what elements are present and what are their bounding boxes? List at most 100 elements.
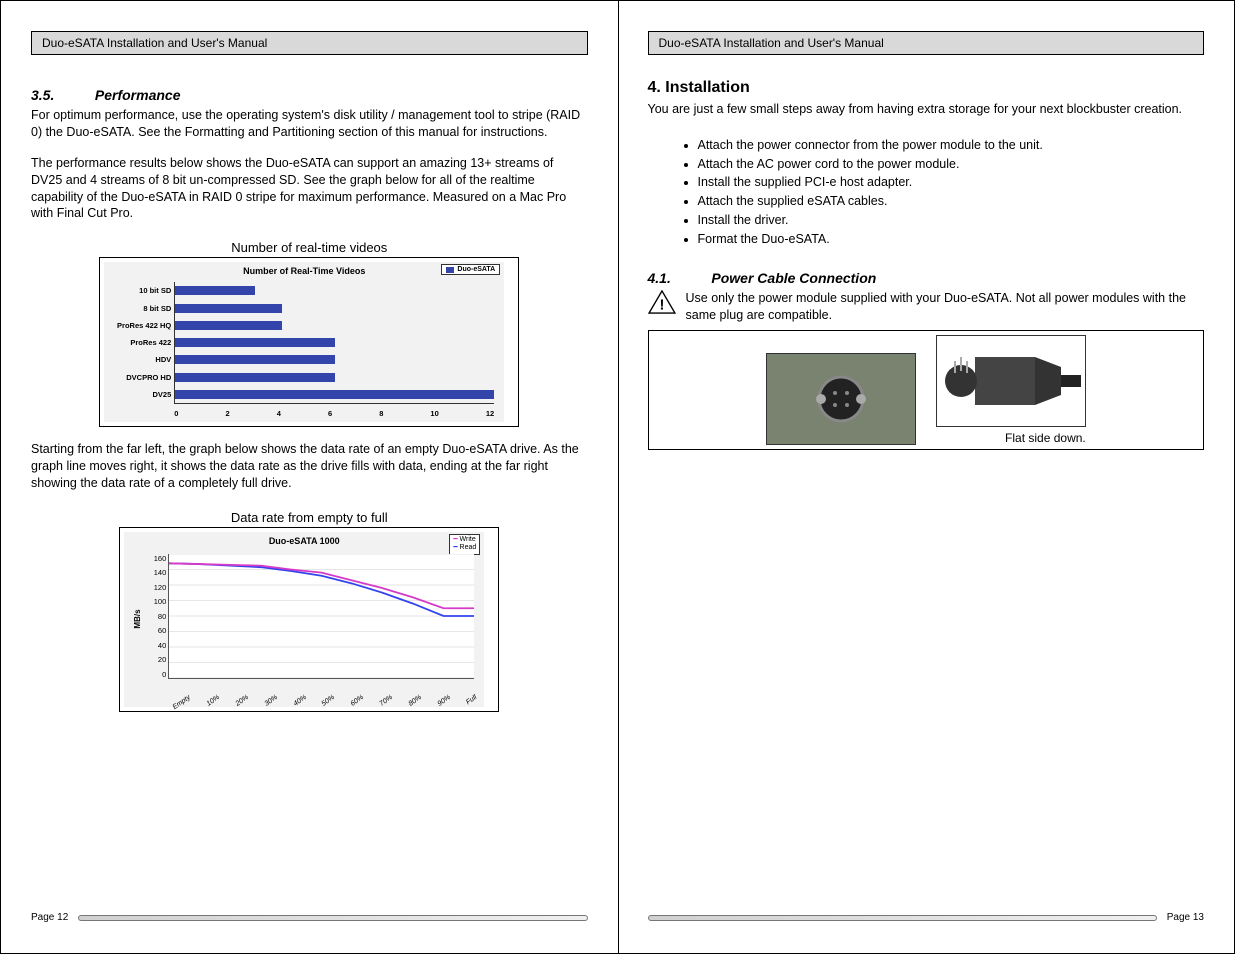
footer-bar-right — [648, 915, 1157, 921]
bar-xtick: 2 — [225, 409, 229, 418]
bar-fill — [175, 355, 335, 364]
line-xtick: 60% — [350, 694, 365, 708]
line-svg — [169, 554, 474, 678]
svg-text:!: ! — [659, 298, 664, 314]
legend-read: Read — [460, 544, 477, 551]
footer-left: Page 12 — [31, 912, 588, 923]
bar-xtick: 12 — [486, 409, 494, 418]
bar-xtick: 0 — [174, 409, 178, 418]
footer-bar-left — [78, 915, 587, 921]
bar-plot-area: 10 bit SD8 bit SDProRes 422 HQProRes 422… — [174, 282, 494, 404]
page-left: Duo-eSATA Installation and User's Manual… — [1, 1, 618, 953]
bar-label: 8 bit SD — [105, 304, 171, 313]
line-ylabel: MB/s — [133, 610, 142, 629]
intro-para: You are just a few small steps away from… — [648, 101, 1205, 118]
plug-icon — [941, 341, 1081, 421]
line-xtick: 90% — [436, 694, 451, 708]
header-title-right: Duo-eSATA Installation and User's Manual — [659, 36, 884, 50]
header-title: Duo-eSATA Installation and User's Manual — [42, 36, 267, 50]
install-step: Attach the supplied eSATA cables. — [698, 192, 1205, 211]
plug-caption: Flat side down. — [1005, 431, 1086, 445]
line-ytick: 160 — [144, 554, 166, 563]
line-plot-area — [168, 554, 474, 679]
para-2: The performance results below shows the … — [31, 155, 588, 223]
sub-name: Power Cable Connection — [711, 270, 876, 286]
line-xtick: 40% — [292, 694, 307, 708]
line-ytick: 0 — [144, 670, 166, 679]
warning-icon: ! — [648, 290, 676, 314]
bar-label: ProRes 422 — [105, 338, 171, 347]
chart2-frame: Duo-eSATA 1000 ━ Write ━ Read MB/s 02040… — [119, 527, 499, 712]
install-step: Attach the AC power cord to the power mo… — [698, 155, 1205, 174]
bar-fill — [175, 304, 281, 313]
line-ytick: 20 — [144, 655, 166, 664]
plug-image-wrap: Flat side down. — [936, 335, 1086, 445]
sub-num: 4.1. — [648, 270, 708, 286]
legend-write: Write — [460, 536, 476, 543]
line-ytick: 120 — [144, 583, 166, 592]
line-chart-title: Duo-eSATA 1000 — [124, 536, 484, 546]
connector-images-row: Flat side down. — [648, 330, 1205, 450]
line-xtick: 10% — [205, 694, 220, 708]
page-number-right: Page 13 — [1167, 912, 1204, 923]
bar-label: HDV — [105, 355, 171, 364]
bar-xtick: 10 — [430, 409, 438, 418]
bar-label: DVCPRO HD — [105, 373, 171, 382]
legend-swatch-icon — [446, 267, 454, 273]
line-ytick: 80 — [144, 612, 166, 621]
bar-xticks: 0 2 4 6 8 10 12 — [174, 409, 494, 418]
line-yticks: 0 20 40 60 80 100 120 140 160 — [144, 554, 166, 679]
bar-label: 10 bit SD — [105, 286, 171, 295]
bar-row: DV25 — [175, 386, 494, 403]
install-step: Install the driver. — [698, 211, 1205, 230]
bar-fill — [175, 390, 494, 399]
bar-label: ProRes 422 HQ — [105, 321, 171, 330]
line-xtick: Empty — [172, 694, 192, 711]
install-step: Format the Duo-eSATA. — [698, 230, 1205, 249]
line-xtick: 80% — [408, 694, 423, 708]
bar-fill — [175, 321, 281, 330]
install-step: Attach the power connector from the powe… — [698, 136, 1205, 155]
bar-fill — [175, 338, 335, 347]
bar-row: ProRes 422 — [175, 334, 494, 351]
chart2-caption: Data rate from empty to full — [31, 510, 588, 525]
line-xtick: 20% — [234, 694, 249, 708]
bar-label: DV25 — [105, 390, 171, 399]
bar-chart-legend: Duo-eSATA — [441, 264, 500, 275]
connector-socket-image — [766, 353, 916, 445]
chart1-frame: Number of Real-Time Videos Duo-eSATA 10 … — [99, 257, 519, 427]
line-chart: Duo-eSATA 1000 ━ Write ━ Read MB/s 02040… — [124, 532, 484, 707]
line-ytick: 60 — [144, 626, 166, 635]
bar-row: 10 bit SD — [175, 282, 494, 299]
para-3: Starting from the far left, the graph be… — [31, 441, 588, 492]
legend-label: Duo-eSATA — [457, 266, 495, 273]
page-number-left: Page 12 — [31, 912, 68, 923]
section-4-title: 4. Installation — [648, 79, 1205, 97]
line-xtick: 30% — [263, 694, 278, 708]
bar-row: HDV — [175, 351, 494, 368]
bar-xtick: 6 — [328, 409, 332, 418]
line-xtick: 70% — [379, 694, 394, 708]
bar-row: ProRes 422 HQ — [175, 317, 494, 334]
section-num: 3.5. — [31, 87, 91, 103]
bar-fill — [175, 286, 255, 295]
bar-xtick: 4 — [277, 409, 281, 418]
install-steps-list: Attach the power connector from the powe… — [648, 136, 1205, 249]
line-xtick: Full — [465, 694, 478, 706]
section-name: Performance — [95, 87, 181, 103]
section-3-5-title: 3.5. Performance — [31, 87, 588, 103]
footer-right: Page 13 — [648, 912, 1205, 923]
line-xtick: 50% — [321, 694, 336, 708]
line-ytick: 140 — [144, 568, 166, 577]
header-bar-right: Duo-eSATA Installation and User's Manual — [648, 31, 1205, 55]
warning-text: Use only the power module supplied with … — [686, 290, 1205, 324]
bar-xtick: 8 — [379, 409, 383, 418]
section-4-1-title: 4.1. Power Cable Connection — [648, 270, 1205, 286]
header-bar-left: Duo-eSATA Installation and User's Manual — [31, 31, 588, 55]
bar-fill — [175, 373, 335, 382]
line-ytick: 40 — [144, 641, 166, 650]
para-1: For optimum performance, use the operati… — [31, 107, 588, 141]
chart1-caption: Number of real-time videos — [31, 240, 588, 255]
socket-icon — [811, 369, 871, 429]
line-ytick: 100 — [144, 597, 166, 606]
